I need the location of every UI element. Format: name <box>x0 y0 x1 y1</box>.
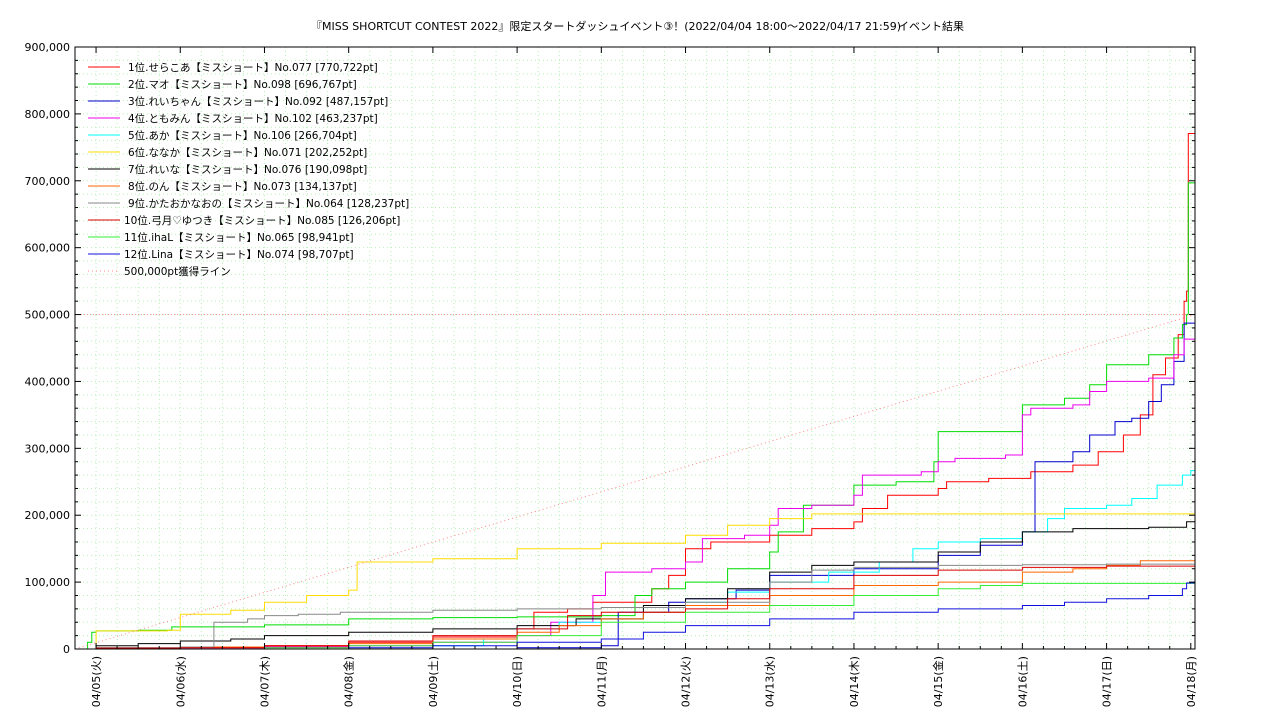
series-line-13 <box>74 314 1196 650</box>
y-tick-label: 0 <box>63 643 70 656</box>
series-line-12 <box>75 582 1195 650</box>
legend-label-5: 5位.あか【ミスショート】No.106 [266,704pt] <box>128 129 357 142</box>
legend-label-2: 2位.マオ【ミスショート】No.098 [696,767pt] <box>128 78 357 91</box>
y-tick-label: 800,000 <box>25 108 71 121</box>
x-tick-label: 04/10(日) <box>511 656 524 707</box>
y-tick-label: 400,000 <box>25 375 71 388</box>
legend-label-7: 7位.れいな【ミスショート】No.076 [190,098pt] <box>128 163 367 176</box>
x-tick-label: 04/12(火) <box>680 656 693 707</box>
chart-title-suffix: イベント結果 <box>898 19 964 33</box>
legend-label-8: 8位.のん【ミスショート】No.073 [134,137pt] <box>128 180 357 193</box>
legend-label-1: 1位.せらこあ【ミスショート】No.077 [770,722pt] <box>128 61 378 74</box>
y-tick-label: 900,000 <box>25 41 71 54</box>
x-tick-label: 04/09(土) <box>427 656 440 707</box>
legend-label-12: 12位.Lina【ミスショート】No.074 [98,707pt] <box>124 248 354 261</box>
x-tick-label: 04/17(日) <box>1101 656 1114 707</box>
y-tick-label: 300,000 <box>25 442 71 455</box>
legend-label-9: 9位.かたおかなおの【ミスショート】No.064 [128,237pt] <box>128 197 409 210</box>
grid <box>75 47 1195 649</box>
chart-title: 『MISS SHORTCUT CONTEST 2022』限定スタートダッシュイベ… <box>311 19 901 33</box>
axes: 0 100,000 200,000 300,000 400,000 500,000 600,… <box>25 41 1198 707</box>
legend-label-10: 10位.弓月♡ゆつき【ミスショート】No.085 [126,206pt] <box>124 214 400 227</box>
y-tick-label: 500,000 <box>25 309 71 322</box>
legend-label-3: 3位.れいちゃん【ミスショート】No.092 [487,157pt] <box>128 95 388 108</box>
plot-frame <box>74 46 1196 650</box>
series-line-2 <box>75 182 1195 650</box>
series-line-9 <box>75 563 1196 650</box>
legend-label-4: 4位.ともみん【ミスショート】No.102 [463,237pt] <box>128 112 378 125</box>
legend-label-13: 500,000pt獲得ライン <box>124 265 231 278</box>
legend-label-11: 11位.ihaL【ミスショート】No.065 [98,941pt] <box>124 231 354 244</box>
y-tick-label: 700,000 <box>25 175 71 188</box>
series-line-7 <box>75 521 1195 650</box>
x-tick-label: 04/15(金) <box>931 656 945 707</box>
x-tick-label: 04/16(土) <box>1016 656 1029 707</box>
legend: 1位.せらこあ【ミスショート】No.077 [770,722pt] 2位.マオ【ミ… <box>88 61 409 278</box>
x-tick-label: 04/08(金) <box>342 656 356 707</box>
x-tick-label: 04/06(水) <box>174 656 187 707</box>
series-line-6 <box>75 513 1196 650</box>
legend-label-6: 6位.ななか【ミスショート】No.071 [202,252pt] <box>128 146 367 159</box>
y-tick-label: 600,000 <box>25 242 71 255</box>
x-tick-label: 04/07(木) <box>258 656 271 707</box>
y-tick-label: 200,000 <box>25 509 71 522</box>
x-tick-label: 04/11(月) <box>595 656 608 707</box>
x-tick-label: 04/05(火) <box>90 656 103 707</box>
x-tick-label: 04/14(木) <box>848 656 861 707</box>
x-tick-label: 04/13(水) <box>764 656 777 707</box>
x-tick-label: 04/18(月) <box>1185 656 1198 707</box>
y-tick-label: 100,000 <box>25 576 71 589</box>
